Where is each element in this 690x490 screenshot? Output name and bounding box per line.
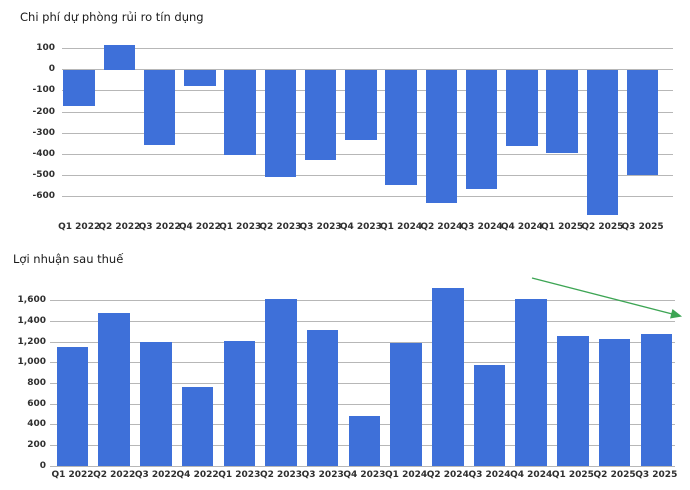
x-axis-label-q2-2024: Q2 2024 (426, 470, 469, 480)
x-axis-label-q1-2024: Q1 2024 (380, 222, 423, 232)
bar-q1-2023 (224, 69, 256, 156)
y-axis-tick-label: 200 (27, 439, 46, 450)
bar-q2-2023 (265, 299, 297, 466)
gridline-1-600 (50, 300, 675, 302)
bar-q1-2022 (63, 69, 95, 106)
x-axis-label-q1-2022: Q1 2022 (58, 222, 101, 232)
y-axis-tick-label: 0 (48, 64, 55, 75)
y-axis-tick-label: -400 (32, 148, 55, 159)
bar-q3-2023 (304, 69, 337, 160)
y-axis-tick-label: 400 (27, 419, 46, 430)
bar-q2-2022 (103, 45, 136, 70)
x-axis-label-q3-2025: Q3 2025 (635, 470, 678, 480)
y-axis-tick-label: 800 (27, 377, 46, 388)
bar-q2-2024 (432, 288, 464, 466)
x-axis-label-q1-2024: Q1 2024 (385, 470, 428, 480)
bar-q3-2025 (626, 69, 659, 175)
bar-q3-2025 (640, 334, 673, 466)
bar-q2-2025 (598, 338, 631, 466)
bar-q3-2024 (465, 69, 498, 190)
bar-q4-2024 (506, 69, 538, 146)
y-axis-tick-label: 1,000 (17, 357, 46, 368)
x-axis-label-q3-2022: Q3 2022 (134, 470, 177, 480)
gridline--600 (62, 196, 673, 198)
x-axis-label-q3-2024: Q3 2024 (460, 222, 503, 232)
bar-q2-2022 (98, 313, 130, 466)
y-axis-tick-label: -600 (32, 191, 55, 202)
x-axis-label-q2-2025: Q2 2025 (581, 222, 624, 232)
x-axis-label-q2-2022: Q2 2022 (93, 470, 136, 480)
y-axis-tick-label: 600 (27, 398, 46, 409)
gridline-1-000 (50, 362, 675, 364)
y-axis-tick-label: 1,200 (17, 336, 46, 347)
x-axis-label-q1-2023: Q1 2023 (219, 222, 262, 232)
gridline-800 (50, 382, 675, 384)
provision-chart-title: Chi phí dự phòng rủi ro tín dụng (20, 10, 204, 24)
bar-q1-2025 (546, 69, 578, 154)
x-axis-label-q4-2022: Q4 2022 (176, 470, 219, 480)
bar-q4-2024 (515, 299, 547, 466)
x-axis-label-q2-2022: Q2 2022 (98, 222, 141, 232)
bar-q1-2023 (223, 340, 256, 466)
bar-q3-2024 (473, 365, 506, 466)
x-axis-label-q2-2024: Q2 2024 (420, 222, 463, 232)
gridline-1-400 (50, 321, 675, 322)
y-axis-tick-label: 1,600 (17, 295, 46, 306)
y-axis-tick-label: 1,400 (17, 316, 46, 326)
bar-q4-2022 (184, 69, 216, 86)
x-axis-label-q3-2022: Q3 2022 (138, 222, 181, 232)
x-axis-label-q3-2025: Q3 2025 (621, 222, 664, 232)
gridline-100 (62, 48, 673, 49)
y-axis-tick-label: 0 (39, 460, 46, 471)
x-axis-label-q3-2024: Q3 2024 (468, 470, 511, 480)
bar-q2-2023 (264, 69, 297, 177)
bar-q2-2024 (425, 69, 458, 204)
bar-q2-2025 (586, 69, 619, 215)
gridline--500 (62, 175, 673, 177)
x-axis-label-q2-2025: Q2 2025 (593, 470, 636, 480)
bar-q4-2023 (345, 69, 377, 140)
y-axis-tick-label: -300 (32, 127, 55, 138)
bar-q3-2022 (140, 342, 172, 466)
x-axis-label-q1-2022: Q1 2022 (51, 470, 94, 480)
x-axis-label-q1-2025: Q1 2025 (541, 222, 584, 232)
x-axis-label-q4-2024: Q4 2024 (500, 222, 543, 232)
y-axis-tick-label: 100 (36, 43, 55, 53)
bar-q1-2022 (56, 347, 89, 466)
gridline-1-200 (50, 341, 675, 343)
bar-q1-2024 (385, 69, 417, 186)
profit-chart-title: Lợi nhuận sau thuế (13, 252, 124, 266)
gridline--400 (62, 153, 673, 155)
bar-q4-2022 (181, 386, 214, 466)
x-axis-label-q2-2023: Q2 2023 (259, 222, 302, 232)
x-axis-label-q1-2025: Q1 2025 (551, 470, 594, 480)
x-axis-label-q4-2023: Q4 2023 (339, 222, 382, 232)
bar-q1-2025 (557, 336, 589, 466)
y-axis-tick-label: -500 (32, 170, 55, 181)
bar-q3-2023 (306, 329, 339, 466)
x-axis-label-q1-2023: Q1 2023 (218, 470, 261, 480)
x-axis-label-q4-2023: Q4 2023 (343, 470, 386, 480)
trend-arrow (531, 277, 683, 319)
x-axis-label-q2-2023: Q2 2023 (259, 470, 303, 480)
x-axis-label-q3-2023: Q3 2023 (301, 470, 344, 480)
bar-q1-2024 (390, 342, 422, 466)
gridline-0 (50, 465, 675, 467)
x-axis-label-q4-2022: Q4 2022 (178, 222, 221, 232)
y-axis-tick-label: -100 (32, 85, 55, 96)
x-axis-label-q3-2023: Q3 2023 (299, 222, 342, 232)
x-axis-label-q4-2024: Q4 2024 (510, 470, 553, 480)
gridline-600 (50, 403, 675, 405)
bar-q3-2022 (143, 69, 176, 145)
bar-q4-2023 (348, 416, 381, 466)
y-axis-tick-label: -200 (32, 106, 55, 117)
trend-arrow-line (531, 277, 683, 319)
